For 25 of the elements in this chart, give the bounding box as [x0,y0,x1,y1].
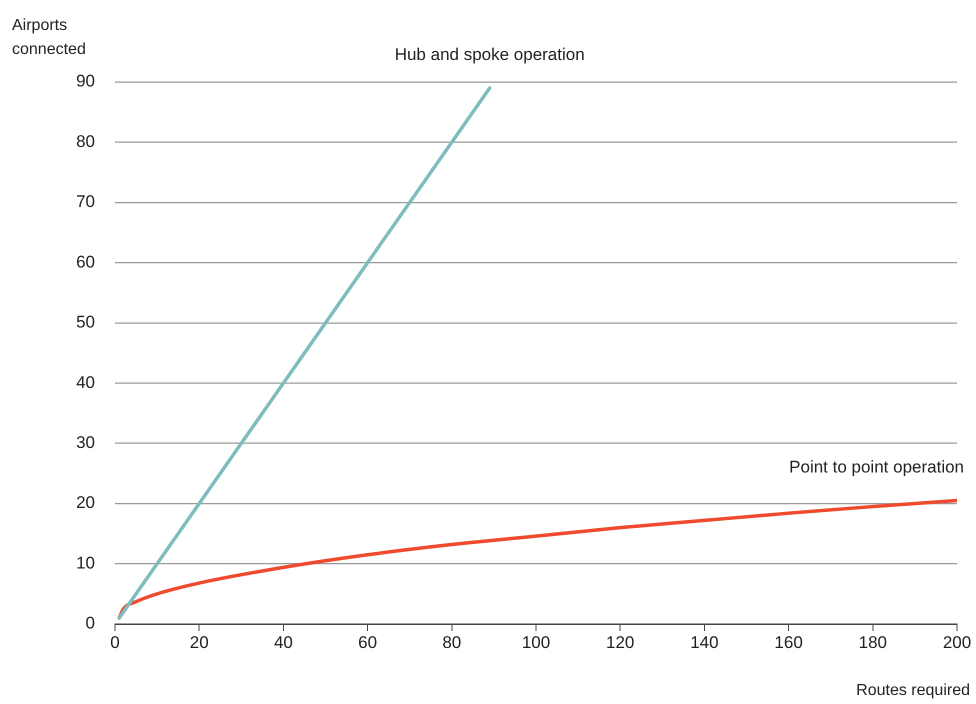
y-tick-label: 40 [76,372,95,392]
x-tick-label: 200 [942,632,972,652]
series-label: Hub and spoke operation [394,45,585,64]
series-label: Point to point operation [789,458,964,477]
x-tick-label: 0 [110,632,120,652]
x-tick-label: 180 [858,632,887,652]
y-tick-label: 60 [76,252,95,272]
x-tick-label: 60 [358,632,378,652]
y-tick-label: 10 [76,553,95,572]
x-tick-label: 160 [774,632,803,652]
y-tick-label: 50 [76,312,95,332]
y-tick-label: 0 [86,614,95,633]
x-tick-label: 80 [442,632,462,652]
y-tick-label: 30 [76,433,95,452]
y-tick-label: 20 [76,493,95,512]
y-tick-label: 80 [76,132,95,151]
x-tick-label: 120 [606,632,634,652]
y-tick-label: 90 [76,72,95,91]
x-tick-label: 20 [190,632,209,652]
x-tick-label: 140 [690,632,719,652]
y-tick-label: 70 [76,192,95,212]
x-tick-label: 100 [522,632,550,652]
x-axis-title: Routes required [856,682,970,700]
x-tick-label: 40 [274,632,293,652]
y-axis-title: Airports connected [12,16,87,60]
